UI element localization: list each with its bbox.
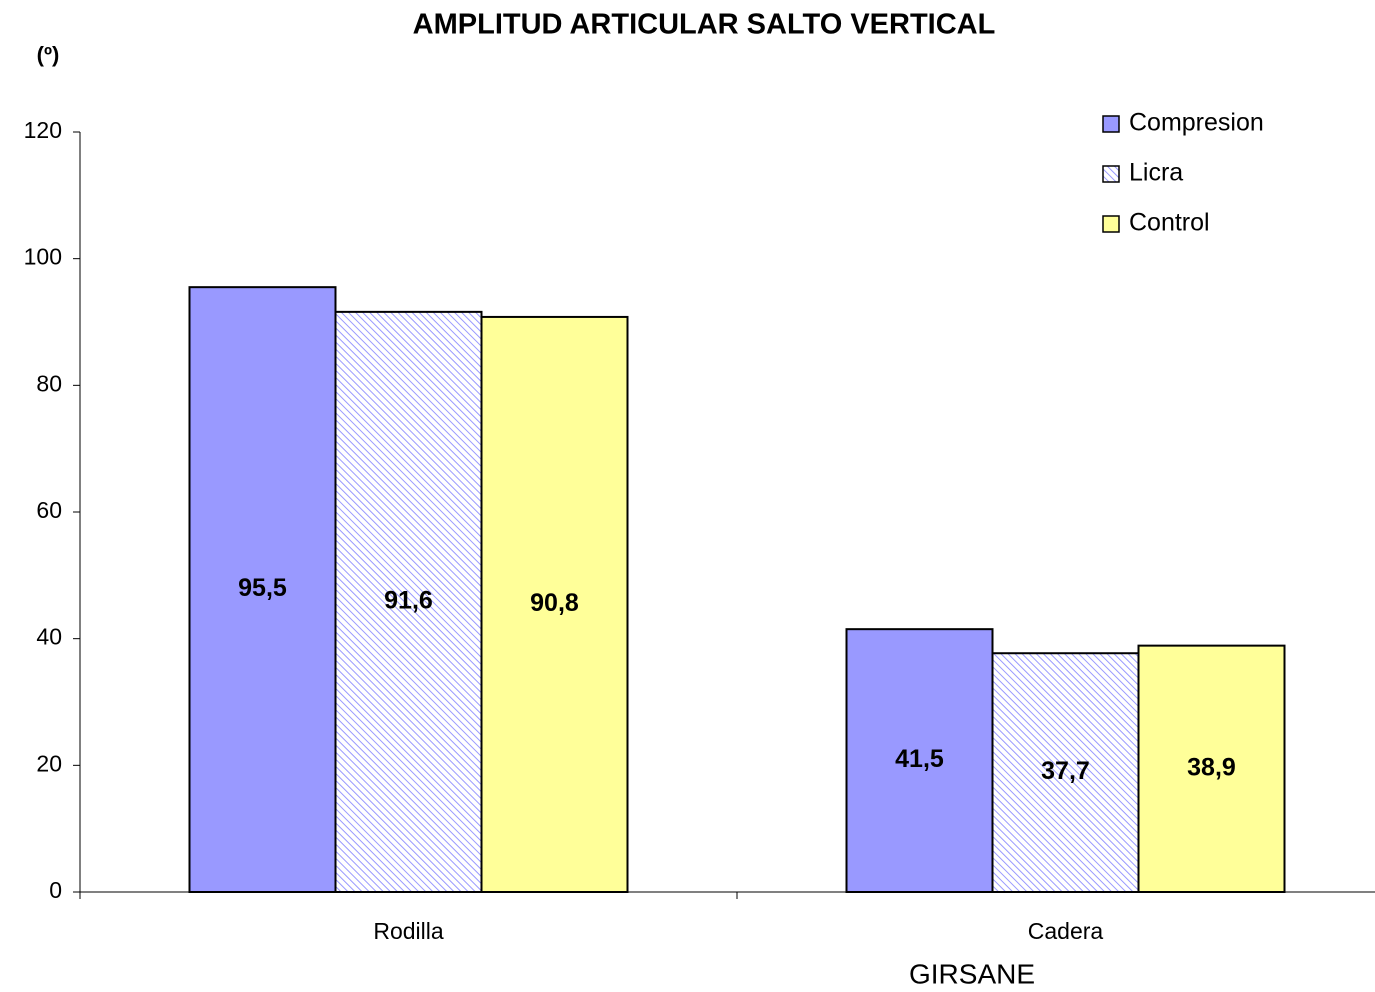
x-tick-label: Cadera <box>1028 918 1104 944</box>
y-tick-label: 120 <box>24 117 62 143</box>
bar <box>991 652 1140 893</box>
data-label: 37,7 <box>1041 757 1090 785</box>
y-tick-label: 20 <box>36 750 62 776</box>
legend-swatch <box>1102 165 1120 183</box>
y-axis-label: (º) <box>37 42 60 67</box>
bar <box>1137 644 1286 894</box>
x-tick-label: Rodilla <box>373 918 444 944</box>
y-tick-label: 60 <box>36 497 62 523</box>
y-tick-label: 40 <box>36 624 62 650</box>
data-label: 95,5 <box>238 574 287 602</box>
y-tick-label: 80 <box>36 370 62 396</box>
bar <box>188 286 337 893</box>
legend-label: Control <box>1129 209 1210 237</box>
legend-swatch <box>1102 215 1120 233</box>
chart-title: AMPLITUD ARTICULAR SALTO VERTICAL <box>413 9 996 41</box>
legend-label: Compresion <box>1129 109 1264 137</box>
data-label: 91,6 <box>384 587 433 615</box>
legend-label: Licra <box>1129 159 1183 187</box>
data-label: 41,5 <box>895 745 944 773</box>
data-label: 38,9 <box>1187 753 1236 781</box>
y-tick-label: 0 <box>49 877 62 903</box>
y-tick-label: 100 <box>24 244 62 270</box>
bar <box>845 628 994 894</box>
data-label: 90,8 <box>530 589 579 617</box>
legend-swatch <box>1102 115 1120 133</box>
annotation: GIRSANE <box>909 958 1035 989</box>
bar <box>334 310 483 894</box>
bar <box>480 315 629 893</box>
